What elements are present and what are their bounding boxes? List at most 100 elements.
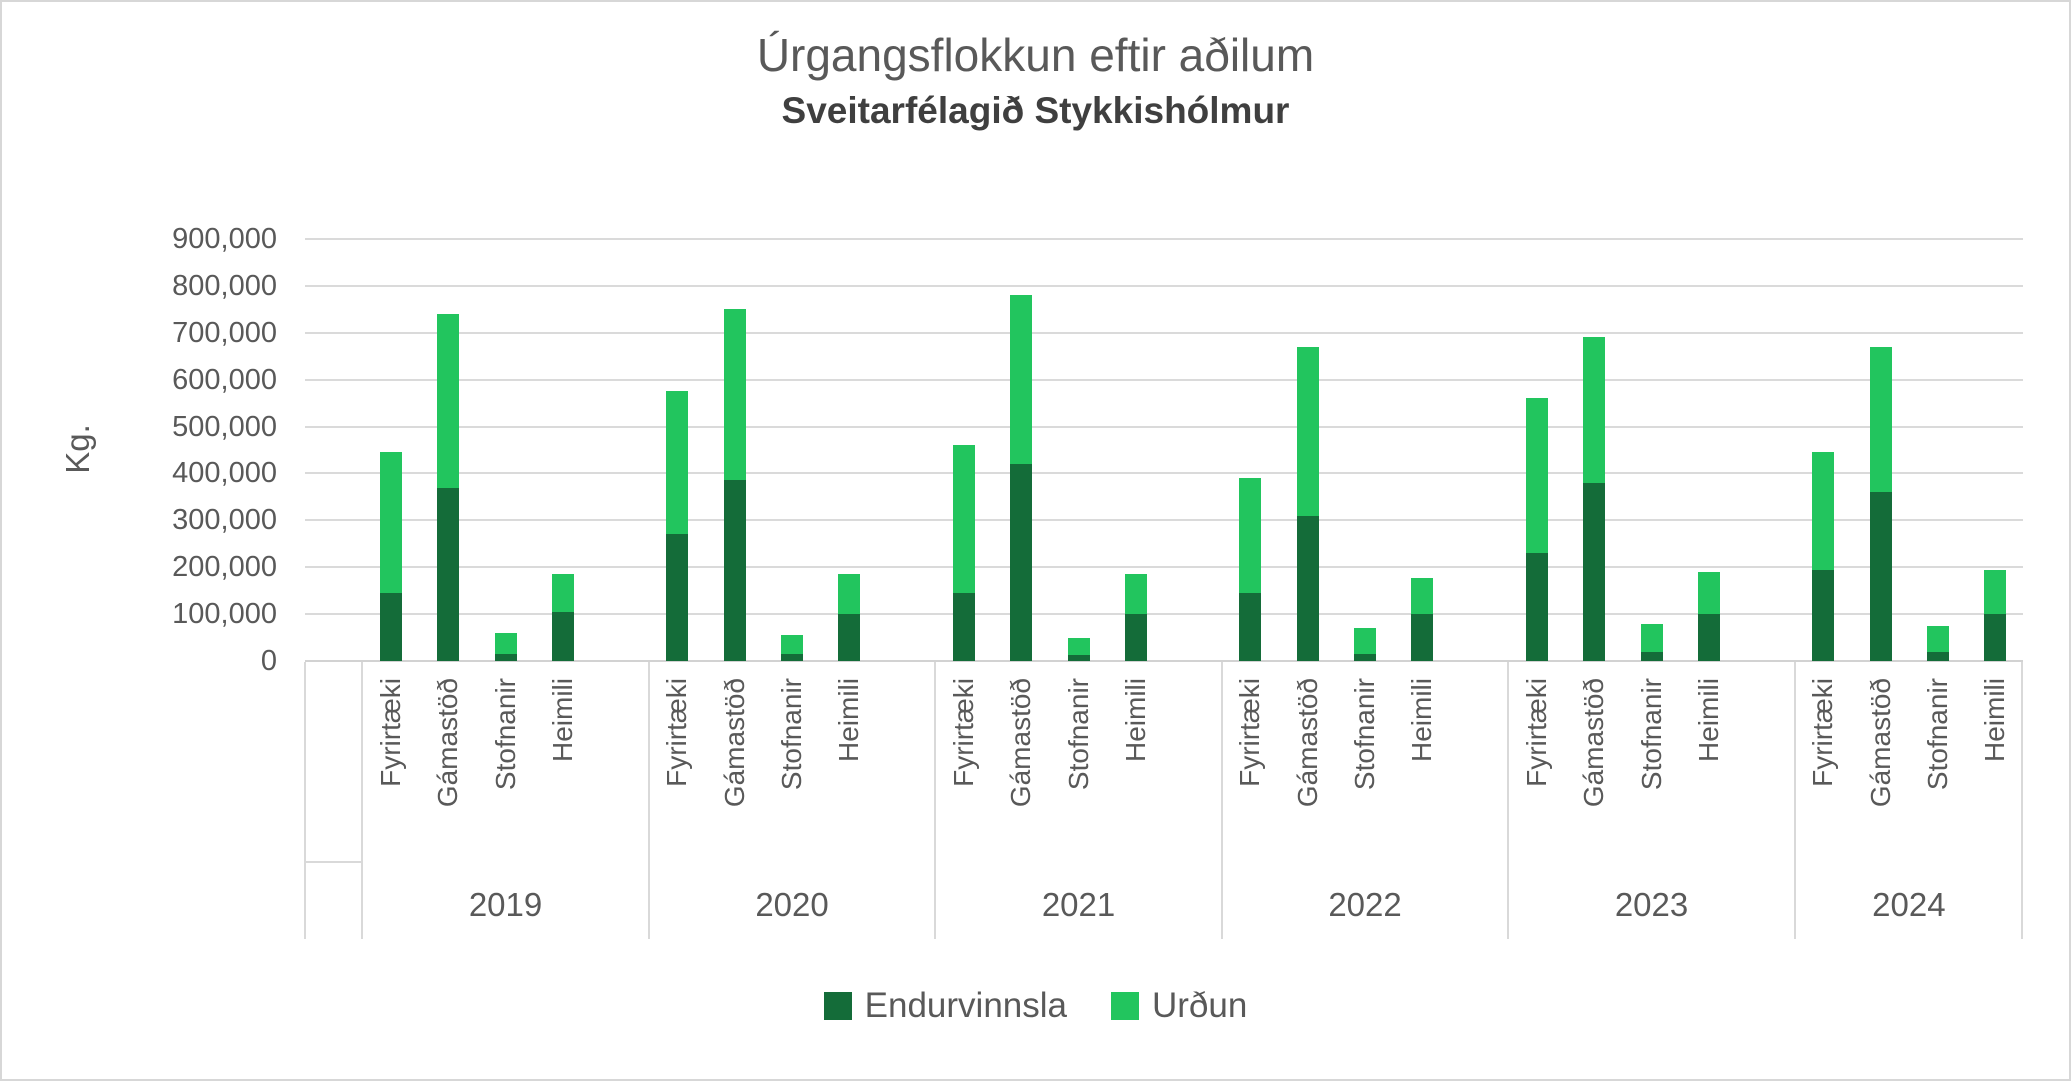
legend-label-urdun: Urðun <box>1152 986 1248 1025</box>
bar-segment-urdun <box>1869 346 1892 493</box>
year-label: 2024 <box>1872 886 1946 923</box>
bar-segment-endurvinnsla <box>781 653 804 661</box>
category-label: Fyrirtæki <box>661 678 693 787</box>
chart-subtitle: Sveitarfélagið Stykkishólmur <box>781 90 1290 131</box>
bar-segment-urdun <box>1984 569 2007 615</box>
bar-segment-urdun <box>1354 628 1377 654</box>
bar-segment-urdun <box>379 452 402 593</box>
bar-segment-endurvinnsla <box>1525 553 1548 661</box>
bar-segment-endurvinnsla <box>1239 593 1262 661</box>
axis-separator <box>1793 662 1796 939</box>
category-label: Stofnanir <box>1349 678 1381 791</box>
bar-segment-endurvinnsla <box>1984 614 2007 661</box>
bar-segment-endurvinnsla <box>1640 651 1663 661</box>
gridline <box>305 472 2023 475</box>
category-label: Fyrirtæki <box>1520 678 1552 787</box>
legend-swatch-urdun-icon <box>1111 991 1139 1020</box>
year-label: 2022 <box>1328 886 1402 923</box>
bar-segment-endurvinnsla <box>723 480 746 661</box>
bar-segment-endurvinnsla <box>1124 614 1147 661</box>
bar-segment-endurvinnsla <box>1927 651 1950 661</box>
gridline <box>305 566 2023 569</box>
gridline <box>305 613 2023 616</box>
bar-segment-endurvinnsla <box>1296 515 1319 661</box>
category-label: Stofnanir <box>1635 678 1667 791</box>
y-tick-label: 100,000 <box>172 598 277 631</box>
axis-separator <box>647 662 650 939</box>
axis-separator <box>934 662 937 939</box>
category-label: Stofnanir <box>776 678 808 791</box>
category-label: Gámastöð <box>1005 678 1037 808</box>
category-label: Heimili <box>1692 678 1724 762</box>
year-label: 2019 <box>468 886 543 923</box>
bar-segment-urdun <box>1697 571 1720 615</box>
legend: Endurvinnsla Urðun <box>2 988 2069 1023</box>
bar-segment-endurvinnsla <box>494 653 517 661</box>
bar-segment-urdun <box>437 314 460 488</box>
gridline <box>305 378 2023 381</box>
bar-segment-endurvinnsla <box>1010 464 1033 661</box>
category-label: Fyrirtæki <box>374 678 406 787</box>
gridline <box>305 519 2023 522</box>
y-tick-label: 300,000 <box>172 504 277 537</box>
bar-segment-endurvinnsla <box>1411 614 1434 661</box>
axis-separator <box>304 662 306 939</box>
axis-stub-divider <box>305 861 363 863</box>
bar-segment-urdun <box>1067 637 1090 656</box>
category-label: Stofnanir <box>1062 678 1094 791</box>
gridline <box>305 425 2023 428</box>
year-label: 2021 <box>1041 886 1116 923</box>
y-tick-label: 700,000 <box>172 316 277 349</box>
y-tick-label: 500,000 <box>172 410 277 443</box>
gridline <box>305 284 2023 287</box>
bar-segment-urdun <box>1239 478 1262 593</box>
bar-segment-endurvinnsla <box>1812 569 1835 661</box>
legend-item-endurvinnsla: Endurvinnsla <box>823 986 1067 1025</box>
category-label: Heimili <box>1979 678 2011 762</box>
bar-segment-endurvinnsla <box>1583 482 1606 661</box>
bar-segment-urdun <box>1525 398 1548 554</box>
y-tick-label: 400,000 <box>172 457 277 490</box>
chart-title: Úrgangsflokkun eftir aðilum <box>756 29 1315 81</box>
bar-segment-urdun <box>1010 295 1033 465</box>
bar-segment-urdun <box>1124 574 1147 615</box>
gridline <box>305 238 2023 240</box>
category-label: Fyrirtæki <box>1234 678 1266 787</box>
bar-segment-endurvinnsla <box>952 593 975 661</box>
bar-segment-urdun <box>1927 625 1950 652</box>
bar-segment-urdun <box>666 391 689 535</box>
bar-segment-urdun <box>723 309 746 481</box>
legend-label-endurvinnsla: Endurvinnsla <box>864 986 1067 1025</box>
y-tick-label: 600,000 <box>172 363 277 396</box>
bar-segment-endurvinnsla <box>1869 492 1892 661</box>
category-label: Heimili <box>546 678 578 762</box>
axis-separator <box>361 662 364 939</box>
bar-segment-urdun <box>952 445 975 593</box>
category-label: Heimili <box>1406 678 1438 762</box>
category-label: Gámastöð <box>1864 678 1896 808</box>
category-label: Fyrirtæki <box>1807 678 1839 787</box>
axis-separator <box>1220 662 1223 939</box>
bar-segment-endurvinnsla <box>1697 614 1720 661</box>
bar-segment-urdun <box>1583 337 1606 483</box>
x-axis-line <box>305 660 2023 662</box>
category-label: Stofnanir <box>1922 678 1954 791</box>
bar-segment-urdun <box>1640 624 1663 652</box>
bar-segment-endurvinnsla <box>551 611 574 661</box>
y-tick-label: 0 <box>260 645 277 677</box>
bar-segment-endurvinnsla <box>437 487 460 661</box>
category-label: Gámastöð <box>1291 678 1323 808</box>
bar-segment-endurvinnsla <box>838 614 861 661</box>
y-tick-label: 200,000 <box>172 551 277 584</box>
y-tick-label: 900,000 <box>172 223 277 255</box>
category-label: Fyrirtæki <box>947 678 979 787</box>
year-label: 2020 <box>755 886 829 923</box>
category-label: Heimili <box>1119 678 1151 762</box>
year-label: 2023 <box>1614 886 1689 923</box>
bar-segment-urdun <box>551 574 574 612</box>
bar-segment-endurvinnsla <box>1067 655 1090 661</box>
axis-separator <box>2021 662 2023 939</box>
bar-segment-endurvinnsla <box>1354 653 1377 661</box>
